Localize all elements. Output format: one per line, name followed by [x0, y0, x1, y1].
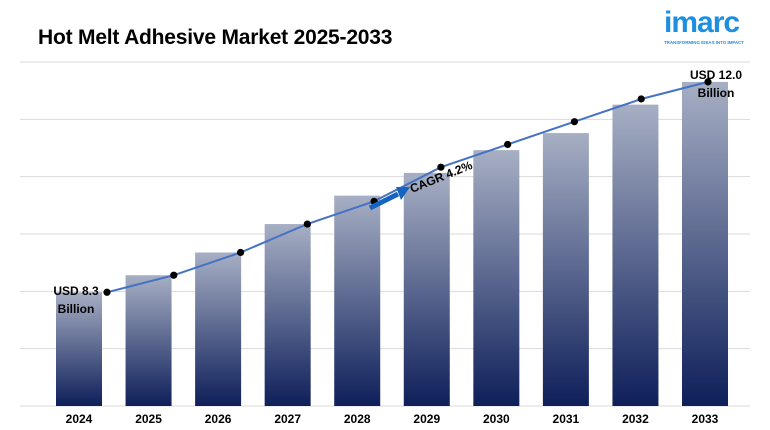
page-title: Hot Melt Adhesive Market 2025-2033	[38, 26, 393, 49]
bar-2033	[682, 81, 728, 407]
x-tick-label: 2024	[66, 412, 93, 426]
trend-polyline	[106, 80, 709, 294]
trend-point-2030	[504, 140, 512, 149]
trend-point-2024	[103, 288, 111, 296]
trend-point-2027	[303, 220, 311, 228]
trend-point-2026	[236, 248, 245, 257]
trend-line	[103, 78, 712, 296]
x-axis-labels: 2024 2025 2026 2027 2028 2029 2030 2031 2032 2033	[66, 412, 719, 426]
bar-2029	[403, 172, 450, 406]
bar-2030	[473, 150, 520, 406]
logo-wordmark: imarc	[664, 6, 740, 39]
trend-point-2029	[437, 163, 445, 171]
trend-point-2025	[170, 271, 178, 279]
bar-2025	[125, 275, 172, 406]
bar-2032	[612, 104, 659, 407]
trend-point-2032	[637, 95, 645, 103]
x-tick-label: 2028	[344, 412, 371, 426]
bar-2028	[334, 195, 381, 406]
bar-2027	[264, 224, 311, 406]
x-tick-label: 2027	[274, 412, 301, 426]
bar-2024	[56, 292, 102, 406]
x-tick-label: 2025	[135, 412, 162, 426]
start-unit-label: Billion	[58, 302, 95, 316]
end-value-label: USD 12.0	[690, 68, 742, 82]
start-value-label: USD 8.3	[53, 284, 99, 298]
x-tick-label: 2026	[205, 412, 232, 426]
x-tick-label: 2033	[692, 412, 719, 426]
x-tick-label: 2029	[413, 412, 440, 426]
end-unit-label: Billion	[698, 86, 735, 100]
trend-point-2031	[570, 118, 579, 126]
imarc-logo: imarc TRANSFORMING IDEAS INTO IMPACT	[664, 6, 756, 46]
bar-2026	[195, 252, 242, 406]
trend-point-2033	[704, 78, 712, 86]
logo-tagline: TRANSFORMING IDEAS INTO IMPACT	[664, 40, 744, 45]
x-tick-label: 2030	[483, 412, 510, 426]
bar-2031	[542, 133, 589, 406]
cagr-arrow-icon	[368, 187, 410, 211]
x-tick-label: 2031	[553, 412, 580, 426]
bars	[56, 81, 728, 407]
x-tick-label: 2032	[622, 412, 649, 426]
